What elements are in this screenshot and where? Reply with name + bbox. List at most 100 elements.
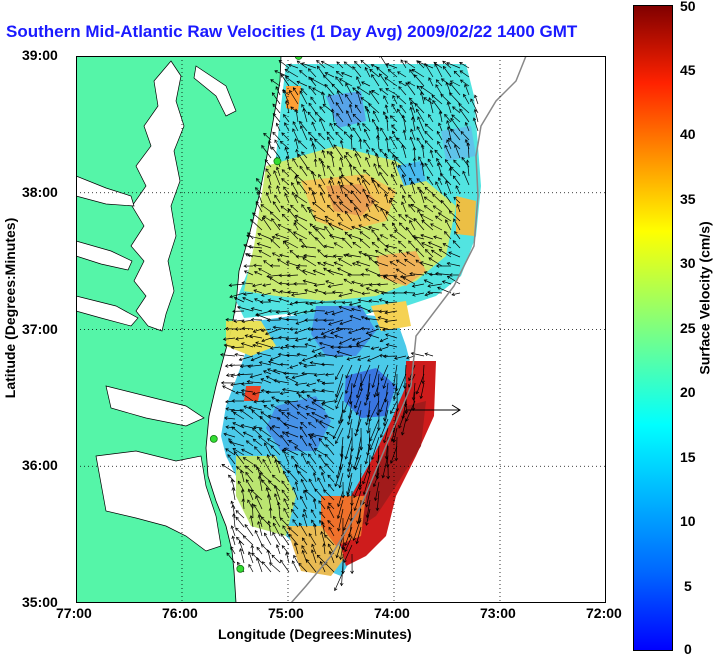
velocity-vector	[288, 534, 299, 546]
velocity-vector-head	[258, 267, 262, 272]
velocity-vector-head	[311, 191, 316, 196]
velocity-vector-head	[372, 483, 377, 488]
velocity-vector-head	[308, 453, 312, 458]
velocity-vector	[448, 251, 461, 258]
velocity-vector	[241, 282, 254, 285]
velocity-vector-head	[289, 365, 293, 369]
velocity-vector	[410, 129, 416, 141]
velocity-vector-head	[389, 115, 394, 119]
velocity-vector-head	[311, 121, 315, 126]
velocity-vector	[296, 266, 308, 276]
velocity-vector-head	[277, 352, 282, 357]
velocity-vector-head	[366, 148, 370, 153]
velocity-vector	[372, 179, 380, 195]
velocity-vector	[336, 535, 344, 558]
velocity-vector-head	[316, 554, 321, 559]
velocity-vector-head	[361, 291, 365, 296]
colorbar-tick-label: 45	[680, 61, 696, 78]
velocity-vector-head	[352, 147, 357, 152]
velocity-vector-head	[373, 394, 377, 398]
velocity-vector-head	[417, 186, 421, 191]
velocity-vector-head	[453, 70, 458, 75]
velocity-vector	[317, 249, 326, 258]
velocity-vector	[301, 204, 308, 213]
velocity-vector-head	[295, 266, 300, 271]
velocity-vector	[232, 505, 236, 519]
velocity-vector-head	[302, 513, 306, 518]
velocity-vector	[293, 555, 299, 564]
velocity-vector-head	[229, 294, 233, 299]
velocity-vector	[329, 551, 335, 564]
velocity-vector-head	[440, 93, 444, 98]
velocity-vector	[326, 432, 335, 438]
velocity-vector	[371, 90, 380, 96]
velocity-vector-head	[307, 326, 311, 331]
velocity-vector	[349, 289, 362, 294]
velocity-vector	[221, 464, 236, 474]
velocity-vector	[384, 400, 389, 421]
velocity-vector-head	[350, 448, 354, 452]
velocity-vector	[268, 140, 272, 150]
velocity-vector-head	[413, 217, 418, 222]
velocity-vector	[348, 445, 353, 466]
velocity-vector-head	[397, 71, 401, 75]
velocity-vector-head	[354, 466, 358, 471]
velocity-vector	[275, 86, 281, 96]
velocity-vector	[299, 165, 308, 177]
velocity-vector-head	[444, 159, 449, 163]
velocity-vector	[398, 81, 407, 87]
velocity-vector	[375, 153, 380, 168]
velocity-vector-head	[257, 232, 262, 237]
velocity-vector-head	[451, 292, 456, 297]
velocity-vector	[435, 273, 452, 276]
velocity-vector-head	[255, 201, 259, 205]
velocity-vector-head	[310, 77, 315, 82]
velocity-vector	[399, 222, 407, 231]
velocity-vector	[299, 426, 308, 438]
velocity-vector-head	[264, 331, 269, 336]
velocity-vector	[299, 121, 308, 132]
velocity-vector	[365, 213, 380, 222]
velocity-vector	[295, 464, 299, 474]
velocity-vector	[338, 306, 353, 312]
velocity-vector	[280, 559, 290, 573]
velocity-vector-head	[432, 99, 436, 104]
velocity-vector-head	[319, 118, 323, 122]
velocity-vector	[414, 74, 425, 87]
velocity-vector-head	[411, 69, 416, 73]
pamlico-sound	[95, 450, 222, 552]
velocity-vector	[296, 391, 308, 394]
velocity-vector-head	[280, 434, 284, 439]
velocity-vector	[402, 277, 416, 285]
velocity-vector	[388, 187, 398, 195]
velocity-vector-head	[454, 230, 458, 235]
velocity-vector-head	[253, 289, 257, 293]
velocity-vector	[345, 83, 353, 96]
velocity-vector	[399, 104, 407, 114]
velocity-vector	[306, 559, 317, 573]
velocity-vector-head	[405, 226, 410, 231]
velocity-vector-head	[319, 560, 324, 565]
velocity-vector-head	[339, 139, 344, 144]
velocity-vector-head	[318, 157, 322, 162]
velocity-vector	[253, 504, 263, 519]
velocity-vector-head	[233, 450, 238, 455]
velocity-vector	[363, 169, 371, 177]
velocity-vector-head	[330, 108, 335, 113]
velocity-vector-head	[270, 336, 274, 341]
velocity-vector-head	[236, 466, 240, 470]
velocity-vector-head	[375, 392, 380, 397]
velocity-vector-head	[300, 435, 304, 439]
velocity-vector-head	[379, 148, 383, 153]
velocity-vector	[328, 319, 344, 325]
velocity-vector	[412, 391, 416, 411]
velocity-vector	[470, 98, 479, 114]
velocity-vector	[389, 234, 398, 240]
velocity-vector	[401, 201, 407, 213]
velocity-vector	[314, 289, 326, 294]
velocity-vector-head	[269, 346, 274, 350]
velocity-vector-head	[426, 176, 431, 180]
velocity-vector-head	[312, 215, 317, 219]
velocity-vector	[368, 400, 380, 422]
velocity-vector-head	[351, 280, 355, 285]
